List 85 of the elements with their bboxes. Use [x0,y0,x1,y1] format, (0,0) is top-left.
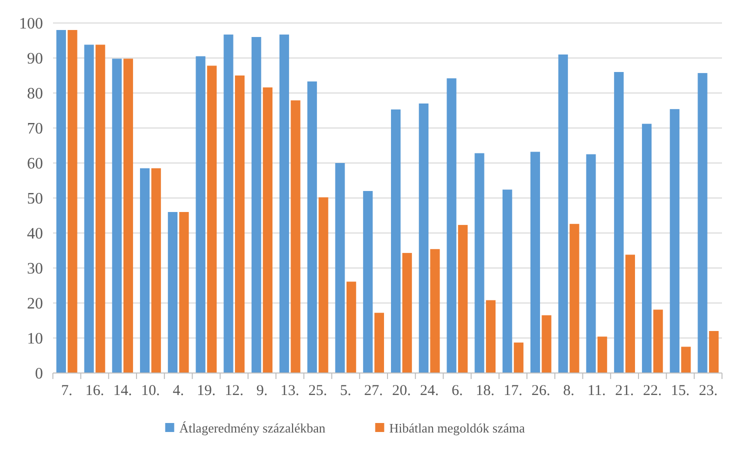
x-tick-label: 15. [670,383,690,399]
bar [252,37,262,373]
bar [196,56,206,373]
bar [625,254,635,373]
y-tick-label: 90 [27,50,43,68]
bar [179,212,189,373]
y-tick-label: 30 [27,260,43,278]
bar [335,163,345,373]
bar [458,224,468,373]
y-tick-label: 10 [27,330,43,348]
bar [290,100,300,373]
bar [642,124,652,373]
x-tick-label: 7. [61,383,72,399]
x-tick-label: 5. [340,383,352,399]
y-tick-label: 80 [27,86,43,103]
bar [56,30,66,373]
bar [123,58,134,373]
x-tick-label: 14. [113,383,132,399]
bar [474,153,484,373]
bar [430,249,440,373]
y-tick-label: 60 [27,156,43,173]
x-tick-label: 4. [172,383,184,399]
y-tick-label: 0 [35,366,43,383]
bar [570,224,580,373]
x-tick-label: 17. [504,383,522,399]
x-tick-label: 13. [280,383,300,399]
x-tick-label: 6. [452,383,463,399]
legend-label: Hibátlan megoldók száma [389,420,526,436]
bar [318,197,328,373]
bar [84,44,94,373]
x-tick-label: 8. [563,383,574,399]
x-tick-label: 25. [308,383,328,399]
x-tick-label: 12. [224,383,244,399]
x-tick-label: 20. [392,383,411,399]
y-tick-label: 70 [27,120,43,138]
bar [653,310,663,373]
bar [586,154,596,373]
x-tick-label: 27. [364,383,383,399]
x-tick-label: 22. [643,383,662,399]
bar [598,336,608,373]
y-tick-label: 40 [27,226,43,243]
bar [670,109,680,373]
bar [402,252,412,373]
bar [112,58,122,373]
bar [307,81,317,373]
x-tick-label: 9. [256,383,268,399]
x-tick-label: 23. [698,383,718,399]
bar [224,34,234,373]
bar [262,87,272,373]
y-tick-label: 50 [27,190,43,208]
bar [390,109,401,373]
bar [363,191,373,373]
bar [68,30,78,373]
bar [530,152,540,373]
x-tick-label: 11. [588,383,606,399]
y-tick-label: 100 [19,16,43,33]
bar [709,331,719,373]
x-tick-label: 10. [141,383,160,399]
x-tick-label: 24. [420,383,439,399]
x-tick-label: 21. [615,383,634,399]
bar [418,104,428,373]
bar [698,73,708,373]
bar [234,76,245,373]
bar [681,346,691,373]
x-tick-label: 26. [532,383,550,399]
bar [614,72,624,373]
bar [168,212,178,373]
bar [374,312,384,373]
x-tick-label: 16. [85,383,104,399]
y-tick-label: 20 [27,296,43,313]
bar [486,300,496,373]
bar [96,44,106,373]
x-tick-label: 19. [196,383,216,399]
bar [279,34,290,373]
legend-label: Átlageredmény százalékban [179,420,326,436]
x-tick-label: 18. [476,383,494,399]
bar [502,190,512,373]
bar [514,342,524,373]
bar [446,78,456,373]
bar [207,66,217,373]
bar [542,315,552,373]
bar [346,282,356,373]
bar [558,54,568,373]
bar [151,168,161,373]
bar [140,168,150,373]
